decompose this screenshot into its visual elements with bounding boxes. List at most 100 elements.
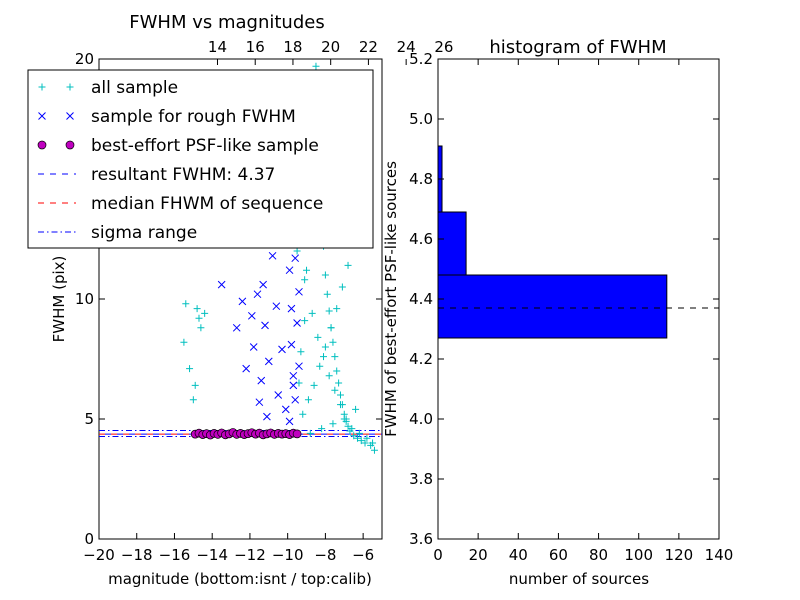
legend-marker [65,140,75,150]
point [238,297,247,306]
x-tick-label: 40 [509,546,528,564]
x-tick-label: 20 [469,546,488,564]
point [255,398,264,407]
point [327,324,335,332]
legend-entry: sigma range [38,223,197,243]
x-tick-label: −18 [121,546,153,564]
point [331,386,339,394]
legend-label: resultant FWHM: 4.37 [91,165,275,185]
point [293,247,301,255]
x-tick-label: 80 [589,546,608,564]
y-tick-label: 4.0 [409,410,433,428]
point [320,353,328,361]
legend-marker [66,83,74,91]
point [263,412,271,421]
point [338,283,346,291]
right-plot-content [437,145,719,339]
right-chart-title: histogram of FWHM [489,37,666,58]
point [272,302,281,311]
point [369,439,377,447]
point [348,425,356,433]
x-tick-label: 60 [549,546,568,564]
point [331,353,339,361]
point [281,405,290,414]
legend-entry: best-effort PSF-like sample [37,136,319,156]
top-tick-label: 16 [246,38,265,56]
point [340,415,348,423]
x-tick-label: −20 [83,546,115,564]
point [293,319,301,327]
point [321,343,329,351]
legend-entry: resultant FWHM: 4.37 [38,165,275,185]
point [314,333,322,341]
point [325,307,333,315]
point [344,261,352,269]
y-tick-label: 3.6 [409,530,433,548]
point [268,251,277,260]
y-tick-label: 5.2 [409,50,433,68]
point [287,340,296,349]
point [191,381,199,389]
top-tick-label: 22 [359,38,378,56]
legend-marker [38,83,46,91]
top-tick-label: 24 [397,38,416,56]
point [316,362,324,370]
right-axes: 0 20 40 60 80 100 120 140 3.6 3.8 4.0 4.2 4.4 4.6 4.8 5… [409,50,733,564]
point [304,396,312,404]
point [357,437,365,445]
point [297,348,305,356]
point [335,379,343,387]
legend-marker [66,112,74,120]
point [259,280,267,289]
series-best-effort-psf-like-sample [190,428,302,440]
x-tick-label: −8 [314,546,336,564]
y-tick-label: 4.6 [409,230,433,248]
point [289,381,298,390]
legend: all sample sample for rough FWHM best-effo… [27,69,374,249]
point [295,379,303,387]
point [278,345,286,354]
legend-label: sigma range [91,223,197,243]
top-tick-label: 26 [434,38,453,56]
point [242,364,251,373]
point [261,321,269,330]
point [295,362,303,371]
top-tick-label: 20 [321,38,340,56]
right-ylabel: FWHM of best-effort PSF-like sources [382,161,400,437]
left-chart: FWHM vs magnitudes −20 −18 −16 −14 −12 −10 −8−… [27,12,453,588]
x-tick-label: −12 [234,546,266,564]
point [329,338,337,346]
x-tick-label: 120 [665,546,694,564]
point [249,343,258,351]
point [301,317,309,325]
x-tick-label: −16 [159,546,191,564]
y-tick-label: 3.8 [409,470,433,488]
point [329,420,337,428]
point [287,304,296,313]
left-chart-title: FWHM vs magnitudes [129,12,324,33]
point [292,429,302,439]
legend-label: median FHWM of sequence [91,194,323,214]
point [361,439,369,447]
point [321,271,329,279]
point [289,371,298,380]
point [352,405,360,413]
point [197,324,205,332]
y-tick-label: 0 [84,530,94,548]
y-tick-label: 4.8 [409,170,433,188]
y-tick-label: 5 [84,410,94,428]
legend-box [27,69,374,249]
point [363,434,371,442]
point [333,367,341,375]
legend-entry: all sample [38,78,178,98]
right-chart: histogram of FWHM 0 20 40 60 80 100 120 140 3.6 3… [382,37,733,588]
point [257,376,266,385]
point [350,432,358,440]
point [264,357,273,366]
y-tick-label: 5.0 [409,110,433,128]
y-tick-label: 10 [75,290,94,308]
x-tick-label: 100 [624,546,653,564]
point [336,401,344,409]
point [306,429,314,437]
